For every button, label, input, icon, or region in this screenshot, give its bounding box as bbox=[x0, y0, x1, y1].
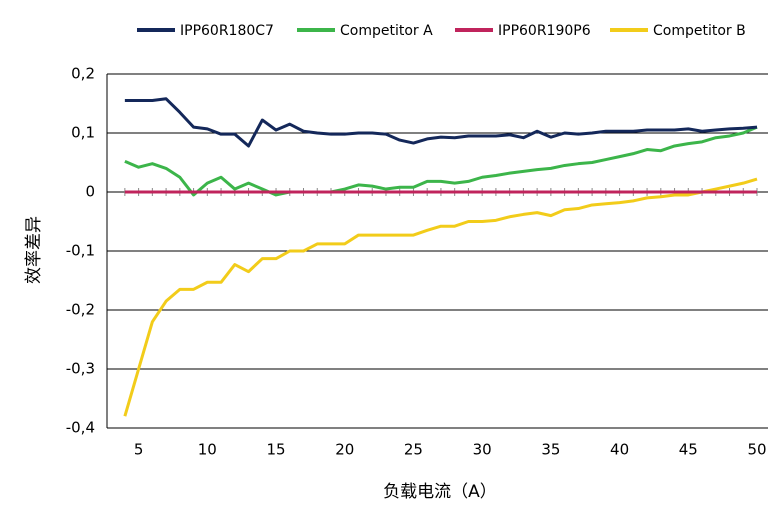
y-tick-label: 0,2 bbox=[71, 65, 95, 83]
x-axis-title: 负载电流（A） bbox=[383, 482, 497, 502]
y-axis-title: 效率差异 bbox=[24, 216, 44, 284]
x-tick-label: 30 bbox=[473, 441, 492, 459]
x-tick-label: 15 bbox=[266, 441, 285, 459]
x-tick-label: 40 bbox=[610, 441, 629, 459]
x-tick-label: 25 bbox=[404, 441, 423, 459]
legend-label: IPP60R190P6 bbox=[498, 23, 591, 39]
x-tick-label: 20 bbox=[335, 441, 354, 459]
y-tick-label: -0,4 bbox=[66, 419, 95, 437]
legend-label: Competitor A bbox=[340, 23, 433, 39]
x-tick-label: 10 bbox=[198, 441, 217, 459]
legend-label: Competitor B bbox=[653, 23, 746, 39]
series-line bbox=[124, 125, 758, 197]
series-line bbox=[123, 177, 758, 417]
y-tick-label: 0,1 bbox=[71, 124, 95, 142]
y-tick-label: 0 bbox=[85, 183, 95, 201]
x-tick-label: 50 bbox=[747, 441, 766, 459]
x-tick-label: 45 bbox=[679, 441, 698, 459]
series-line bbox=[124, 97, 758, 148]
x-tick-label: 5 bbox=[134, 441, 144, 459]
y-tick-label: -0,3 bbox=[66, 360, 95, 378]
x-tick-label: 35 bbox=[541, 441, 560, 459]
y-tick-label: -0,1 bbox=[66, 242, 95, 260]
legend-label: IPP60R180C7 bbox=[180, 23, 274, 39]
y-tick-label: -0,2 bbox=[66, 301, 95, 319]
